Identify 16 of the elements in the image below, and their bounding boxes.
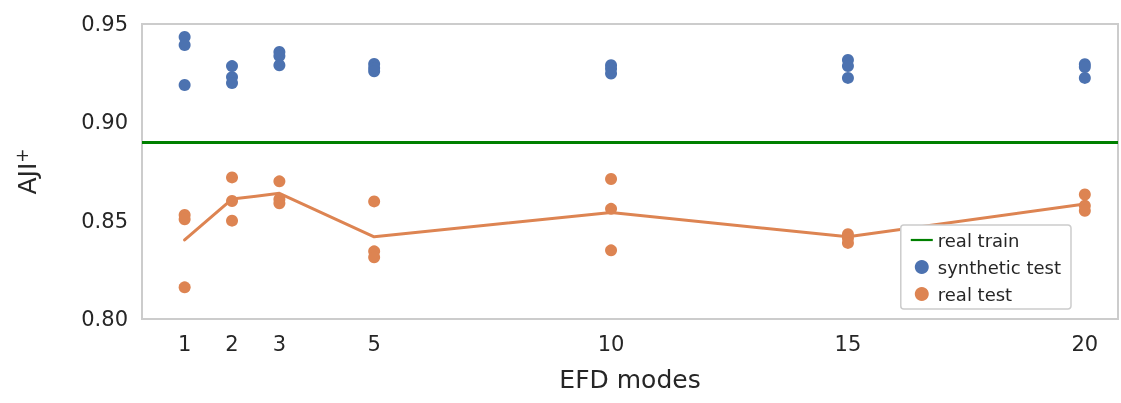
- x-tick-label: 1: [177, 331, 192, 356]
- y-tick-label: 0.85: [81, 208, 128, 233]
- y-tick-label: 0.95: [81, 12, 128, 36]
- x-tick-label: 3: [272, 331, 287, 356]
- y-tick-label: 0.80: [81, 307, 128, 331]
- x-tick-label: 15: [834, 331, 862, 356]
- y-axis-title: AJI+: [11, 148, 42, 195]
- x-tick-label: 5: [367, 331, 381, 356]
- legend-label: real test: [937, 283, 1013, 305]
- x-axis-title: EFD modes: [559, 365, 701, 394]
- legend-label: synthetic test: [937, 256, 1062, 278]
- y-tick-label: 0.90: [81, 110, 128, 135]
- x-tick-label: 10: [597, 331, 625, 356]
- x-tick-label: 2: [225, 331, 239, 356]
- legend-label: real train: [937, 229, 1020, 251]
- x-tick-label: 20: [1071, 331, 1099, 356]
